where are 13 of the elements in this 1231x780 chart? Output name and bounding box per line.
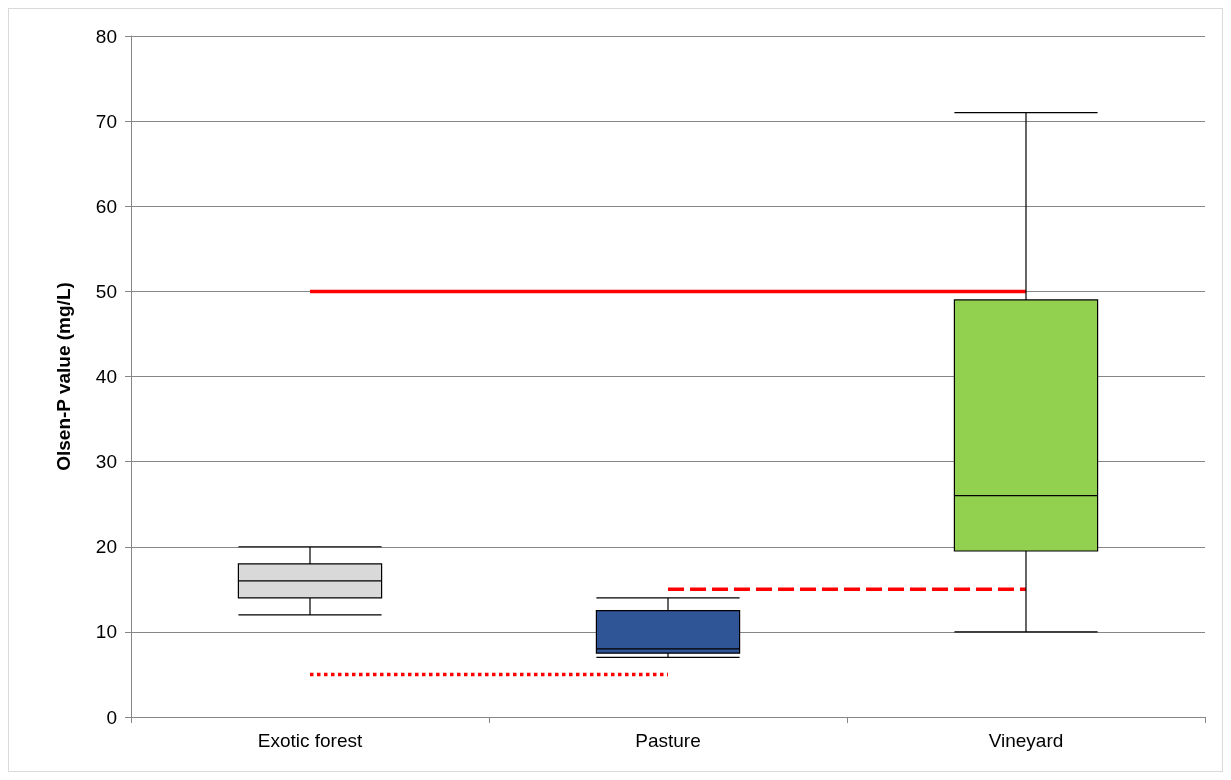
y-tick-label: 60 <box>95 195 117 217</box>
y-tick-label: 0 <box>106 706 117 728</box>
x-tick-label: Pasture <box>635 730 701 751</box>
y-tick-label: 70 <box>95 110 117 132</box>
y-tick-label: 50 <box>95 280 117 302</box>
y-tick-label: 20 <box>95 536 117 558</box>
x-tick-label: Vineyard <box>988 730 1064 751</box>
x-tick-label: Exotic forest <box>257 730 363 751</box>
y-axis-title: Olsen-P value (mg/L) <box>53 282 74 471</box>
y-tick-label: 10 <box>95 621 117 643</box>
y-tick-label: 40 <box>95 366 117 387</box>
y-tick-label: 80 <box>95 25 117 47</box>
y-tick-label: 30 <box>95 451 117 473</box>
